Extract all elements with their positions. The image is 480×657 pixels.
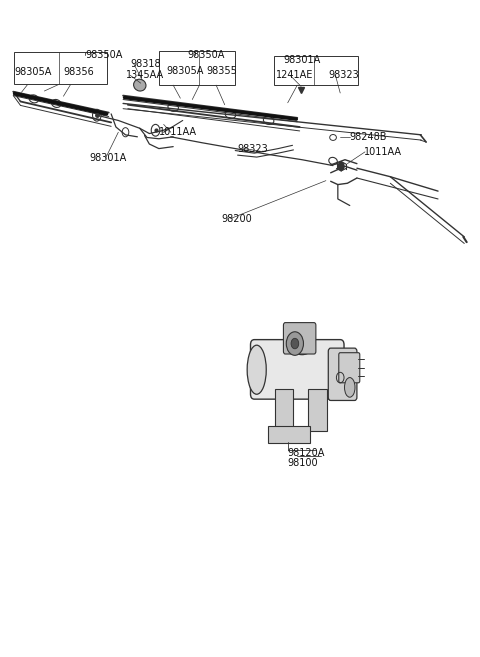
Text: 98100: 98100 <box>288 458 318 468</box>
Text: 98355: 98355 <box>206 66 238 76</box>
Text: 98323: 98323 <box>238 144 268 154</box>
Text: 98301A: 98301A <box>283 55 320 65</box>
FancyBboxPatch shape <box>268 426 310 443</box>
Bar <box>159 51 235 85</box>
Text: 1011AA: 1011AA <box>159 127 197 137</box>
Text: 1241AE: 1241AE <box>276 70 313 80</box>
FancyBboxPatch shape <box>275 390 293 431</box>
Text: 98301A: 98301A <box>90 153 127 164</box>
Text: 98350A: 98350A <box>85 50 122 60</box>
FancyBboxPatch shape <box>339 353 360 383</box>
FancyBboxPatch shape <box>251 340 344 399</box>
Text: 1011AA: 1011AA <box>364 147 402 157</box>
Text: 98305A: 98305A <box>166 66 204 76</box>
Text: 98120A: 98120A <box>288 448 325 458</box>
Text: 98356: 98356 <box>63 67 94 77</box>
FancyBboxPatch shape <box>308 390 327 431</box>
Text: 98323: 98323 <box>328 70 359 80</box>
Circle shape <box>291 338 299 349</box>
Bar <box>275 57 358 85</box>
Text: 98318: 98318 <box>130 58 161 68</box>
Text: 1345AA: 1345AA <box>125 70 164 80</box>
Ellipse shape <box>289 328 315 355</box>
Ellipse shape <box>133 79 146 91</box>
Text: 98305A: 98305A <box>15 67 52 77</box>
Circle shape <box>286 332 303 355</box>
Text: 98350A: 98350A <box>188 50 225 60</box>
FancyBboxPatch shape <box>328 348 357 401</box>
Circle shape <box>338 162 344 170</box>
Ellipse shape <box>247 345 266 394</box>
Text: 98248B: 98248B <box>350 132 387 142</box>
FancyBboxPatch shape <box>283 323 316 354</box>
Ellipse shape <box>345 378 355 397</box>
Text: 98200: 98200 <box>222 214 252 223</box>
Bar <box>14 52 108 85</box>
